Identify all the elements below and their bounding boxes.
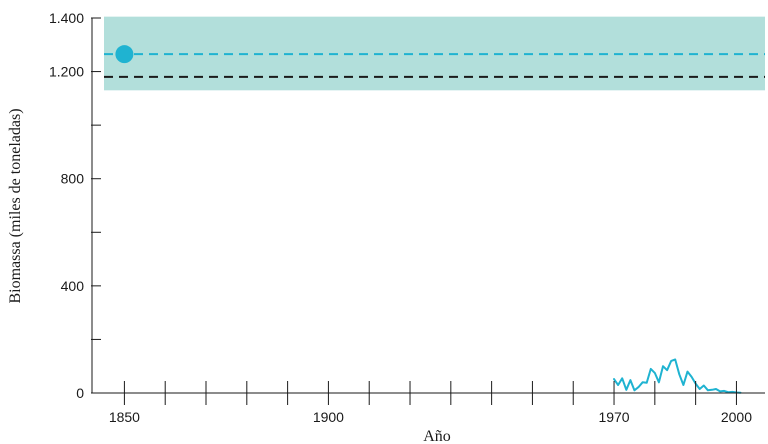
y-tick-label-1400: 1.400	[49, 10, 84, 26]
x-tick-label-1970: 1970	[598, 409, 629, 425]
y-tick-label-400: 400	[61, 278, 85, 294]
series-line-1	[613, 358, 742, 394]
y-tick-label-1200: 1.200	[49, 64, 84, 80]
x-tick-label-1850: 1850	[109, 409, 140, 425]
y-axis-title: Biomassa (miles de toneladas)	[7, 108, 24, 303]
y-tick-label-0: 0	[76, 385, 84, 401]
x-axis-title: Año	[423, 428, 451, 444]
x-tick-label-1900: 1900	[313, 409, 344, 425]
y-tick-label-800: 800	[61, 171, 85, 187]
x-tick-label-2000: 2000	[721, 409, 752, 425]
data-point-1850	[115, 45, 134, 64]
